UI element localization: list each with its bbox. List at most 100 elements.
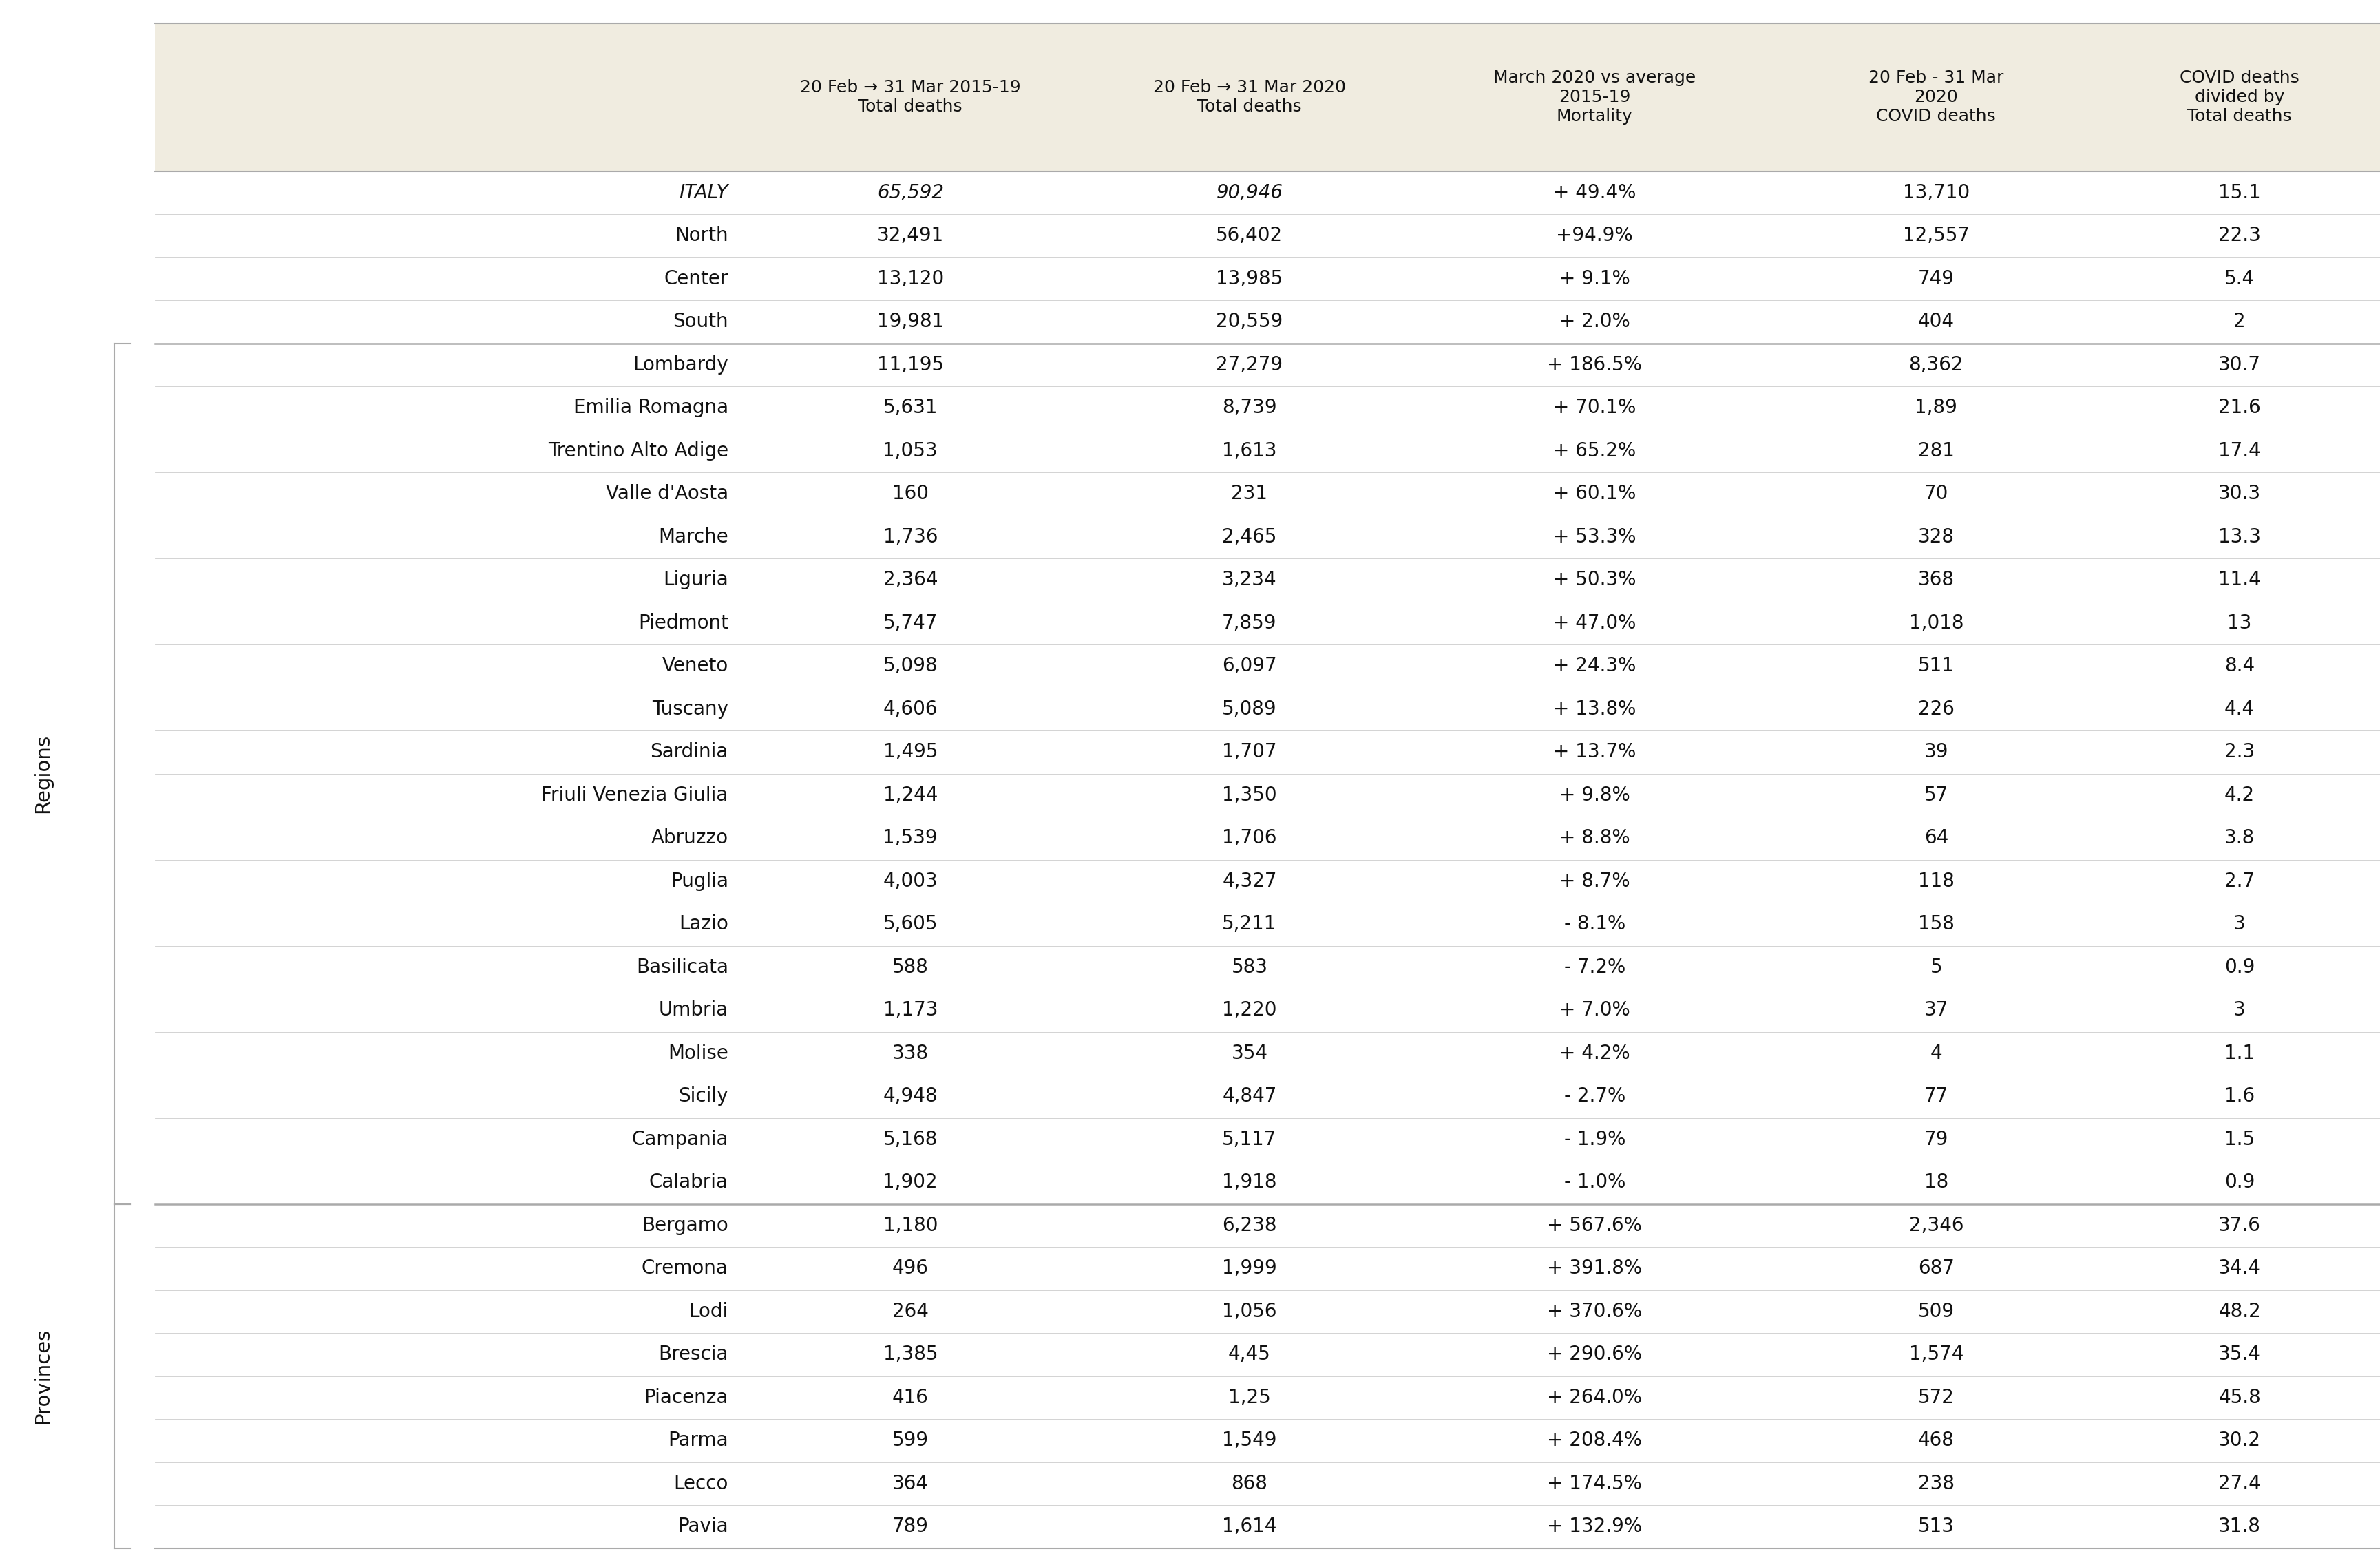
Text: 20 Feb → 31 Mar 2020
Total deaths: 20 Feb → 31 Mar 2020 Total deaths [1154, 79, 1345, 115]
Text: - 2.7%: - 2.7% [1564, 1086, 1626, 1106]
Text: 32,491: 32,491 [876, 226, 945, 246]
Text: 65,592: 65,592 [876, 184, 945, 202]
Text: 789: 789 [892, 1517, 928, 1536]
Text: 2,364: 2,364 [883, 571, 938, 590]
Text: Lodi: Lodi [688, 1302, 728, 1321]
Text: 1,736: 1,736 [883, 527, 938, 546]
Text: 2,346: 2,346 [1909, 1215, 1963, 1235]
Text: + 391.8%: + 391.8% [1547, 1259, 1642, 1277]
Text: 6,097: 6,097 [1221, 657, 1278, 675]
Text: 31.8: 31.8 [2218, 1517, 2261, 1536]
Text: 13.3: 13.3 [2218, 527, 2261, 546]
Text: 19,981: 19,981 [876, 313, 945, 331]
Text: 264: 264 [892, 1302, 928, 1321]
Text: 4,45: 4,45 [1228, 1344, 1271, 1365]
Text: Sicily: Sicily [678, 1086, 728, 1106]
Text: 70: 70 [1923, 484, 1949, 504]
Text: March 2020 vs average
2015-19
Mortality: March 2020 vs average 2015-19 Mortality [1492, 70, 1697, 124]
Text: 5,211: 5,211 [1223, 915, 1276, 934]
Text: 5,747: 5,747 [883, 613, 938, 633]
Text: 1,180: 1,180 [883, 1215, 938, 1235]
Text: 1,918: 1,918 [1223, 1173, 1276, 1192]
Text: Emilia Romagna: Emilia Romagna [574, 398, 728, 417]
Text: 1,89: 1,89 [1916, 398, 1956, 417]
Text: Umbria: Umbria [659, 1001, 728, 1019]
Text: + 8.7%: + 8.7% [1559, 871, 1630, 892]
Text: Puglia: Puglia [671, 871, 728, 892]
Text: 368: 368 [1918, 571, 1954, 590]
Text: 1,220: 1,220 [1223, 1001, 1276, 1019]
Text: Friuli Venezia Giulia: Friuli Venezia Giulia [540, 786, 728, 804]
Text: 404: 404 [1918, 313, 1954, 331]
Text: 1.5: 1.5 [2225, 1130, 2254, 1148]
Text: 1,706: 1,706 [1223, 828, 1276, 848]
Text: + 9.8%: + 9.8% [1559, 786, 1630, 804]
Text: 18: 18 [1923, 1173, 1949, 1192]
Text: 90,946: 90,946 [1216, 184, 1283, 202]
Text: 328: 328 [1918, 527, 1954, 546]
Text: 160: 160 [892, 484, 928, 504]
Text: 416: 416 [892, 1388, 928, 1407]
Text: Regions: Regions [33, 734, 52, 814]
Text: Campania: Campania [631, 1130, 728, 1148]
Text: 2.3: 2.3 [2225, 742, 2254, 762]
Text: 20 Feb - 31 Mar
2020
COVID deaths: 20 Feb - 31 Mar 2020 COVID deaths [1868, 70, 2004, 124]
Text: - 8.1%: - 8.1% [1564, 915, 1626, 934]
Text: Trentino Alto Adige: Trentino Alto Adige [547, 442, 728, 461]
Text: 4,606: 4,606 [883, 700, 938, 719]
Text: Lazio: Lazio [678, 915, 728, 934]
Text: + 53.3%: + 53.3% [1554, 527, 1635, 546]
Text: + 208.4%: + 208.4% [1547, 1432, 1642, 1450]
Text: 5.4: 5.4 [2225, 269, 2254, 288]
Text: + 50.3%: + 50.3% [1554, 571, 1635, 590]
Text: 3: 3 [2232, 915, 2247, 934]
Text: + 370.6%: + 370.6% [1547, 1302, 1642, 1321]
Text: 687: 687 [1918, 1259, 1954, 1277]
Text: 1,018: 1,018 [1909, 613, 1963, 633]
Text: 27.4: 27.4 [2218, 1474, 2261, 1494]
Text: 1.1: 1.1 [2225, 1044, 2254, 1063]
Text: 281: 281 [1918, 442, 1954, 461]
Text: COVID deaths
divided by
Total deaths: COVID deaths divided by Total deaths [2180, 70, 2299, 124]
Text: Liguria: Liguria [664, 571, 728, 590]
Text: 8,739: 8,739 [1221, 398, 1278, 417]
Text: 20 Feb → 31 Mar 2015-19
Total deaths: 20 Feb → 31 Mar 2015-19 Total deaths [800, 79, 1021, 115]
Text: - 1.9%: - 1.9% [1564, 1130, 1626, 1148]
Text: 588: 588 [892, 957, 928, 977]
Text: 4: 4 [1930, 1044, 1942, 1063]
Text: +94.9%: +94.9% [1557, 226, 1633, 246]
Text: Marche: Marche [659, 527, 728, 546]
Text: 8,362: 8,362 [1909, 355, 1963, 375]
Text: Piacenza: Piacenza [645, 1388, 728, 1407]
Text: 11,195: 11,195 [876, 355, 945, 375]
Text: Center: Center [664, 269, 728, 288]
Text: 22.3: 22.3 [2218, 226, 2261, 246]
Text: 13,710: 13,710 [1902, 184, 1971, 202]
Text: + 132.9%: + 132.9% [1547, 1517, 1642, 1536]
Text: 37.6: 37.6 [2218, 1215, 2261, 1235]
Text: 0.9: 0.9 [2225, 1173, 2254, 1192]
Text: 8.4: 8.4 [2225, 657, 2254, 675]
Text: 468: 468 [1918, 1432, 1954, 1450]
Text: Bergamo: Bergamo [643, 1215, 728, 1235]
Text: Lecco: Lecco [674, 1474, 728, 1494]
Text: 12,557: 12,557 [1902, 226, 1971, 246]
Text: 1,173: 1,173 [883, 1001, 938, 1019]
Text: 2.7: 2.7 [2225, 871, 2254, 892]
Text: Piedmont: Piedmont [638, 613, 728, 633]
Text: 30.2: 30.2 [2218, 1432, 2261, 1450]
Text: 511: 511 [1918, 657, 1954, 675]
Text: 158: 158 [1918, 915, 1954, 934]
Text: 34.4: 34.4 [2218, 1259, 2261, 1277]
Text: 1,350: 1,350 [1221, 786, 1278, 804]
Text: Molise: Molise [669, 1044, 728, 1063]
Text: 1,056: 1,056 [1223, 1302, 1276, 1321]
Text: 599: 599 [892, 1432, 928, 1450]
Text: 2: 2 [2232, 313, 2247, 331]
Text: 1,053: 1,053 [883, 442, 938, 461]
Text: 20,559: 20,559 [1216, 313, 1283, 331]
Text: 5,605: 5,605 [883, 915, 938, 934]
Text: 11.4: 11.4 [2218, 571, 2261, 590]
Text: 338: 338 [892, 1044, 928, 1063]
Text: + 47.0%: + 47.0% [1554, 613, 1635, 633]
